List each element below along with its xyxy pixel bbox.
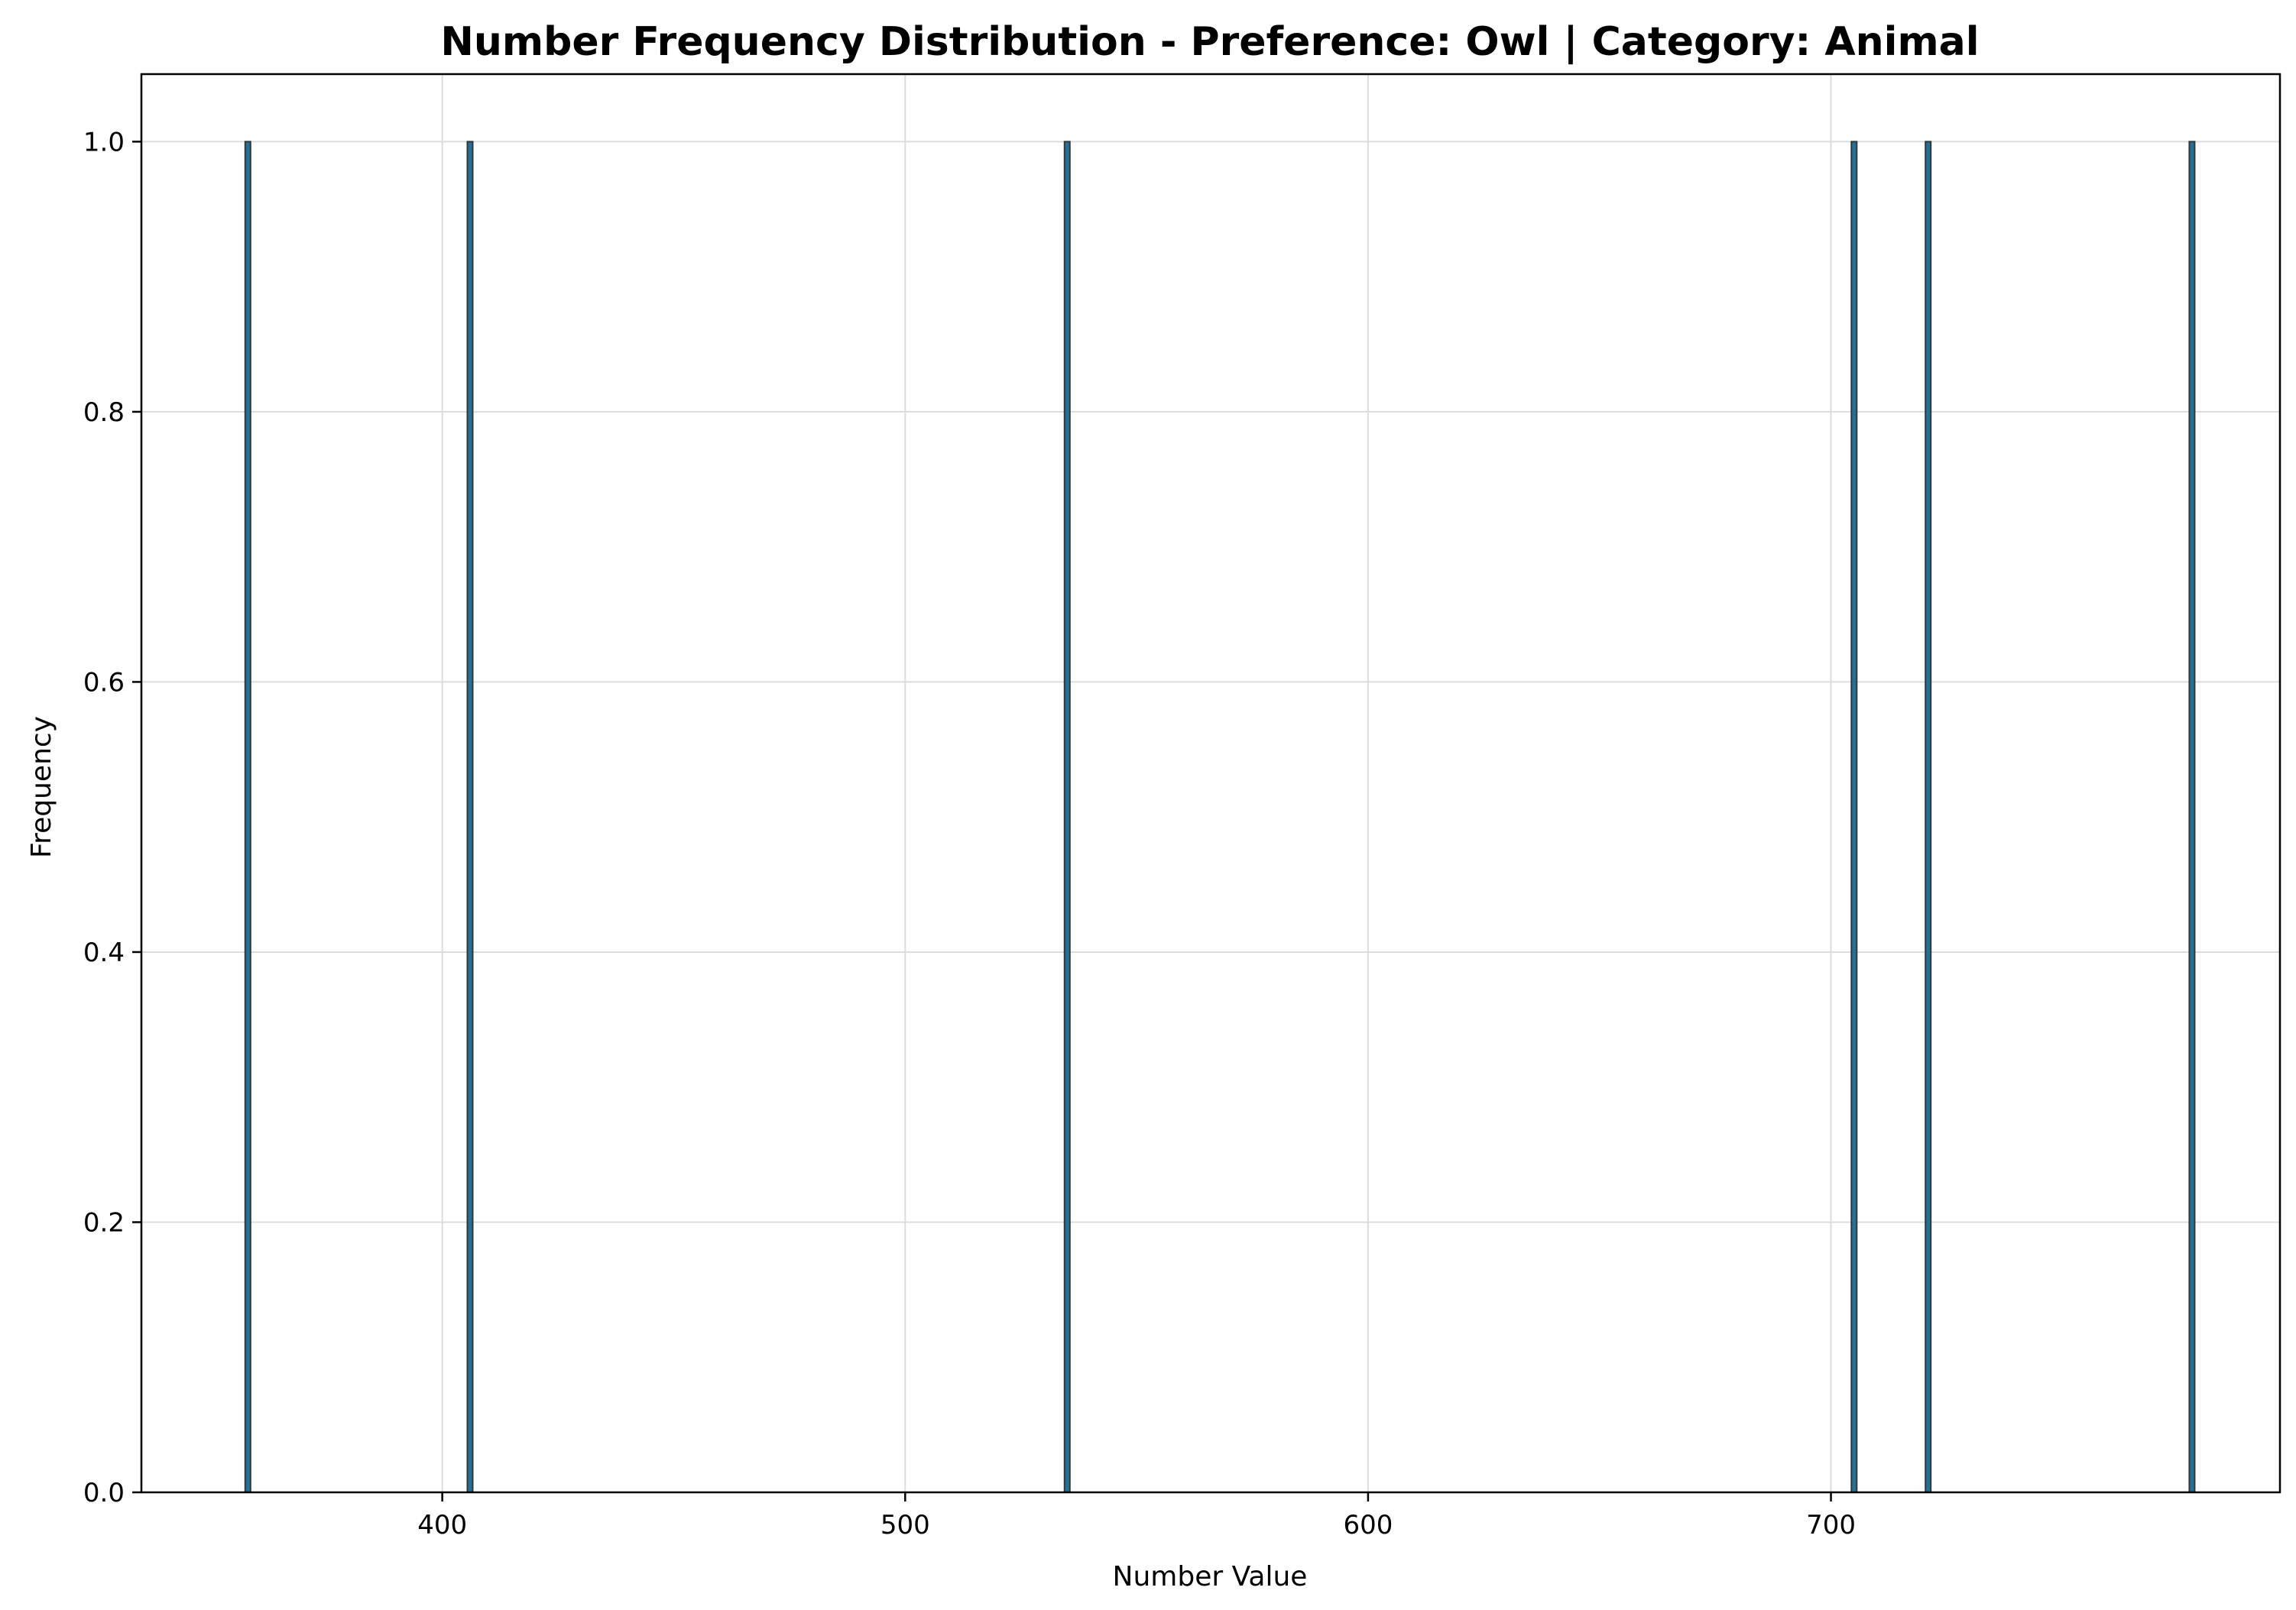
x-axis-ticks: 400 500 600 700 (417, 1492, 1856, 1540)
bar (1850, 141, 1858, 1493)
x-tick-label: 400 (417, 1510, 467, 1540)
x-tick-label: 600 (1343, 1510, 1393, 1540)
x-axis-label: Number Value (1113, 1561, 1308, 1592)
y-axis-ticks: 0.0 0.2 0.4 0.6 0.8 1.0 (83, 127, 141, 1508)
bar (1925, 141, 1932, 1493)
chart-title: Number Frequency Distribution - Preferen… (440, 19, 1979, 65)
y-axis-label: Frequency (26, 716, 57, 858)
y-tick-label: 0.2 (83, 1207, 125, 1238)
plot-frame (140, 73, 2281, 1494)
bars (244, 141, 2196, 1493)
y-tick-label: 0.4 (83, 938, 125, 968)
bar (2188, 141, 2196, 1493)
x-tick-label: 700 (1806, 1510, 1856, 1540)
grid (141, 74, 2280, 1493)
y-tick-label: 0.0 (83, 1478, 125, 1508)
bar (466, 141, 474, 1493)
y-tick-label: 0.8 (83, 397, 125, 428)
bar (244, 141, 251, 1493)
y-tick-label: 0.6 (83, 667, 125, 698)
x-tick-label: 500 (880, 1510, 930, 1540)
y-tick-label: 1.0 (83, 127, 125, 157)
bar (1063, 141, 1071, 1493)
